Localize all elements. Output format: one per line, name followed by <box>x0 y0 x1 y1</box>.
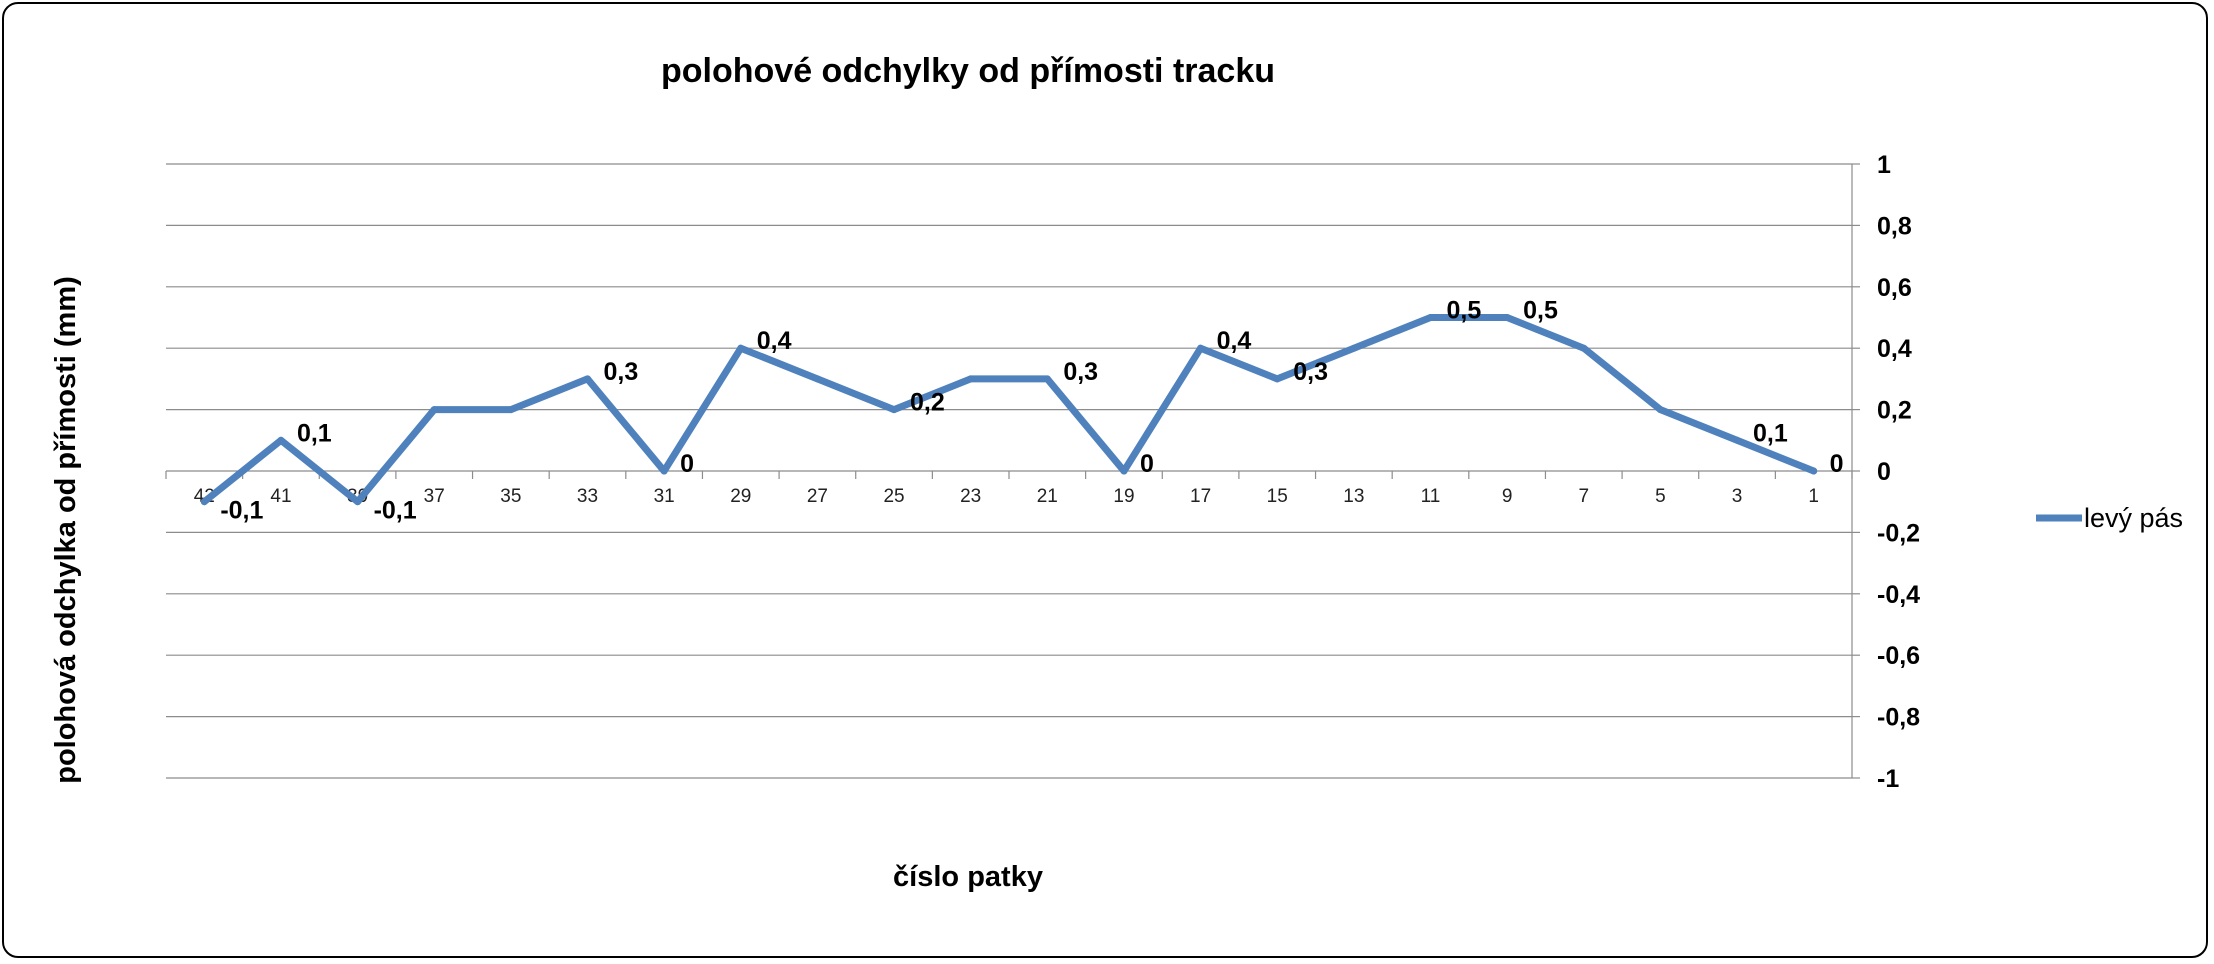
x-tick-label: 11 <box>1421 486 1441 507</box>
x-tick-label: 5 <box>1655 486 1666 507</box>
data-point <box>1120 467 1128 475</box>
x-tick-label: 7 <box>1578 486 1589 507</box>
data-point <box>584 375 591 383</box>
legend: levý pás <box>2036 503 2183 533</box>
data-label: 0,3 <box>1063 358 1098 386</box>
data-point <box>890 406 898 414</box>
data-point <box>1273 375 1281 383</box>
data-point <box>200 498 208 506</box>
data-point <box>1733 436 1741 444</box>
data-label: -0,1 <box>374 497 417 525</box>
y-axis-ticks: 1 0,8 0,6 0,4 0,2 0 -0,2 -0,4 -0,6 -0,8 -1 <box>1852 151 1920 793</box>
x-tick-label: 27 <box>807 486 828 507</box>
y-tick-label: 0,4 <box>1877 335 1912 363</box>
gridlines <box>166 163 1853 779</box>
y-tick-label: -0,8 <box>1877 704 1920 732</box>
x-tick-label: 17 <box>1190 486 1211 507</box>
data-point <box>277 436 285 444</box>
x-tick-label: 9 <box>1502 486 1513 507</box>
y-tick-label: -0,2 <box>1877 519 1920 547</box>
data-label: 0,5 <box>1447 297 1482 325</box>
x-tick-label: 15 <box>1267 486 1288 507</box>
data-point <box>660 467 668 475</box>
series-group <box>200 314 1818 506</box>
y-tick-label: 0,6 <box>1877 274 1912 302</box>
y-tick-label: 0,8 <box>1877 212 1912 240</box>
x-tick-label: 21 <box>1037 486 1058 507</box>
y-tick-label: 0 <box>1877 458 1891 486</box>
data-point <box>507 406 515 414</box>
y-tick-label: 1 <box>1877 151 1891 179</box>
data-point <box>1350 344 1358 352</box>
data-point <box>354 498 362 506</box>
data-label: 0,1 <box>297 419 332 447</box>
data-label: 0,1 <box>1753 419 1788 447</box>
legend-label: levý pás <box>2084 503 2183 533</box>
y-axis-title: polohová odchylka od přímosti (mm) <box>50 276 82 784</box>
x-tick-label: 19 <box>1113 486 1134 507</box>
data-point <box>737 344 745 352</box>
data-label: 0,2 <box>910 389 945 417</box>
x-axis-ticks: 42 41 39 37 35 33 31 29 27 25 23 21 19 17 15 13 11 9 7 5 3 1 <box>165 471 1853 507</box>
x-tick-label: 3 <box>1732 486 1743 507</box>
data-label: 0,3 <box>604 358 639 386</box>
x-tick-label: 13 <box>1343 486 1364 507</box>
data-point <box>1810 467 1818 475</box>
data-point <box>1503 314 1511 321</box>
x-tick-label: 33 <box>577 486 598 507</box>
data-label: 0,3 <box>1293 358 1328 386</box>
x-tick-label: 25 <box>883 486 904 507</box>
x-tick-label: 41 <box>270 486 291 507</box>
x-tick-label: 35 <box>500 486 521 507</box>
data-label: 0 <box>680 450 694 478</box>
data-point <box>1197 344 1205 352</box>
y-tick-label: 0,2 <box>1877 397 1912 425</box>
data-label: 0,4 <box>757 327 792 355</box>
data-point <box>1043 375 1051 383</box>
data-point <box>1656 406 1664 414</box>
x-tick-label: 23 <box>960 486 981 507</box>
data-label: -0,1 <box>220 497 263 525</box>
data-labels: -0,1 0,1 -0,1 0,3 0 0,4 0,2 0,3 0 0,4 0,3 0,5 0,5 0,1… <box>220 297 1843 525</box>
y-tick-label: -1 <box>1877 765 1899 793</box>
data-label: 0,5 <box>1523 297 1558 325</box>
data-point <box>813 375 821 383</box>
x-tick-label: 29 <box>730 486 751 507</box>
data-point <box>967 375 975 383</box>
data-point <box>1427 314 1434 321</box>
x-axis-title: číslo patky <box>893 861 1043 893</box>
x-tick-label: 37 <box>424 486 445 507</box>
x-tick-label: 31 <box>654 486 675 507</box>
data-label: 0 <box>1830 450 1844 478</box>
y-tick-label: -0,4 <box>1877 581 1920 609</box>
data-point <box>430 406 438 414</box>
data-point <box>1580 344 1588 352</box>
chart-title: polohové odchylky od přímosti tracku <box>661 52 1275 90</box>
y-tick-label: -0,6 <box>1877 642 1920 670</box>
data-label: 0,4 <box>1217 327 1252 355</box>
series-line <box>200 314 1818 506</box>
x-tick-label: 1 <box>1808 486 1819 507</box>
data-label: 0 <box>1140 450 1154 478</box>
